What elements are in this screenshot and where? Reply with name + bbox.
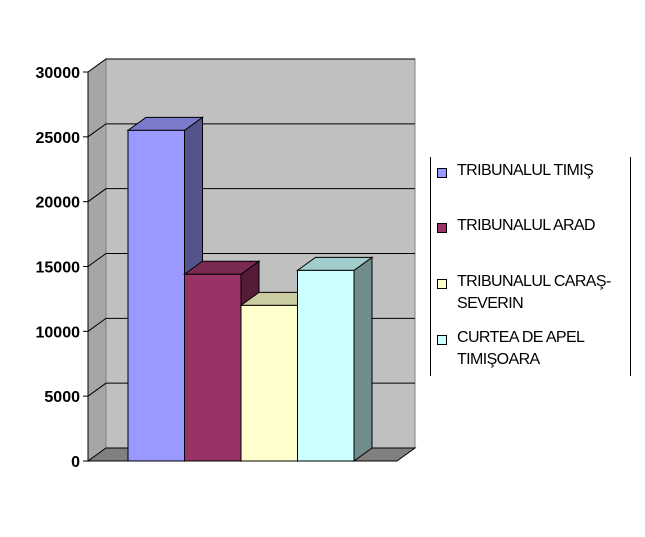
bar-front (297, 269, 355, 462)
legend-swatch (437, 168, 447, 178)
gridline (87, 253, 415, 267)
legend-item-tribunalul-timis: TRIBUNALUL TIMIŞ (437, 160, 633, 182)
value-axis: 0 5000 10000 15000 20000 25000 30000 (36, 65, 89, 471)
gridlines (87, 58, 415, 397)
tick-label: 20000 (36, 195, 81, 212)
bar-front (240, 304, 298, 462)
legend-item-curtea-de-apel-timisoara: CURTEA DE APEL TIMIŞOARA (437, 327, 633, 371)
tick-label: 10000 (36, 324, 81, 341)
legend-swatch (437, 223, 447, 233)
tick-label: 0 (71, 454, 80, 471)
legend-label: TRIBUNALUL ARAD (457, 217, 596, 234)
tick-label: 5000 (44, 389, 80, 406)
bar-side (353, 256, 373, 462)
tick-label: 25000 (36, 130, 81, 147)
bar-front (184, 273, 242, 462)
gridline (87, 123, 415, 138)
legend-swatch (437, 335, 447, 345)
legend-label: CURTEA DE APEL TIMIŞOARA (457, 329, 584, 368)
legend-label: TRIBUNALUL TIMIŞ (457, 162, 594, 179)
legend-item-tribunalul-arad: TRIBUNALUL ARAD (437, 215, 633, 237)
legend-item-tribunalul-caras-severin: TRIBUNALUL CARAŞ-SEVERIN (437, 271, 633, 315)
legend-label: TRIBUNALUL CARAŞ-SEVERIN (457, 273, 611, 312)
gridline (87, 188, 415, 203)
bar-3 (295, 256, 374, 462)
tick-label: 15000 (36, 260, 81, 277)
bar-0 (126, 116, 205, 462)
tick-label: 30000 (36, 65, 81, 82)
gridline (87, 58, 415, 73)
bars (126, 116, 374, 462)
bar-front (127, 129, 185, 462)
legend-swatch (437, 279, 447, 289)
legend: TRIBUNALUL TIMIŞ TRIBUNALUL ARAD TRIBUNA… (430, 157, 631, 376)
